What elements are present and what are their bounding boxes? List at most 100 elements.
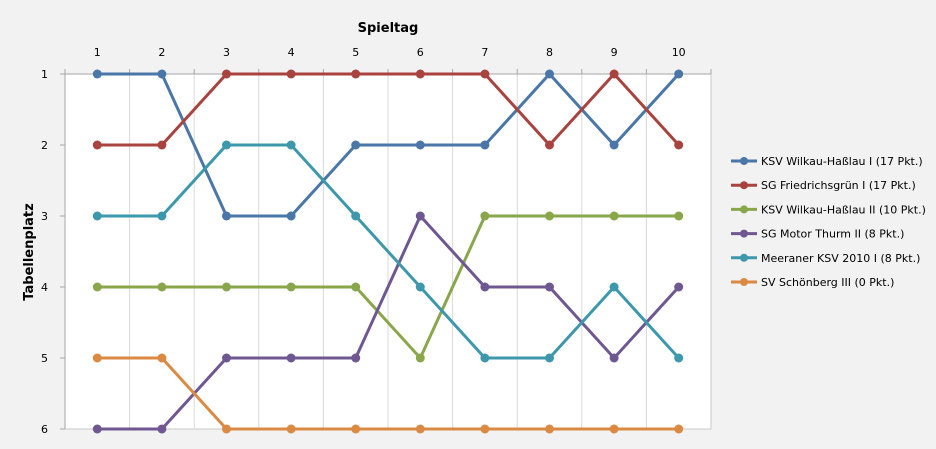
legend-item: SV Schönberg III (0 Pkt.) [731, 276, 894, 289]
series-group [92, 140, 684, 363]
data-point [286, 140, 296, 150]
data-point [92, 353, 102, 363]
data-point [480, 424, 490, 434]
data-point [415, 211, 425, 221]
legend-item: SG Friedrichsgrün I (17 Pkt.) [731, 179, 916, 192]
data-point [545, 282, 554, 292]
data-point [222, 353, 231, 363]
data-point [222, 140, 231, 150]
legend: KSV Wilkau-Haßlau I (17 Pkt.) SG Friedric… [731, 155, 926, 289]
data-point [415, 69, 425, 79]
data-point [222, 424, 231, 434]
legend-label: SG Motor Thurm II (8 Pkt.) [761, 228, 904, 241]
x-tick-label: 1 [94, 46, 101, 59]
data-point [545, 353, 554, 363]
data-point [157, 211, 167, 221]
x-tick-labels: 1 2 3 4 5 6 7 8 9 10 [94, 46, 686, 59]
y-tick-label: 2 [41, 139, 48, 152]
data-point [286, 424, 296, 434]
legend-marker [740, 229, 748, 238]
series-group [92, 211, 684, 363]
data-point [674, 424, 684, 434]
legend-label: KSV Wilkau-Haßlau II (10 Pkt.) [761, 203, 926, 216]
data-point [157, 282, 167, 292]
y-tick-label: 1 [41, 68, 48, 81]
legend-marker [740, 205, 748, 214]
data-point [545, 211, 554, 221]
data-point [351, 282, 361, 292]
data-point [351, 211, 361, 221]
data-point [545, 69, 554, 79]
data-point [415, 140, 425, 150]
legend-label: KSV Wilkau-Haßlau I (17 Pkt.) [761, 155, 923, 168]
data-point [222, 69, 231, 79]
series-line [97, 72, 680, 147]
y-tick-label: 5 [41, 352, 48, 365]
legend-marker [740, 181, 748, 190]
data-point [157, 353, 167, 363]
y-tick-labels: 1 2 3 4 5 6 [41, 68, 48, 436]
data-point [545, 140, 554, 150]
legend-item: SG Motor Thurm II (8 Pkt.) [731, 228, 904, 241]
data-point [674, 69, 684, 79]
data-point [609, 211, 619, 221]
series-group [92, 69, 684, 150]
legend-item: KSV Wilkau-Haßlau I (17 Pkt.) [731, 155, 923, 168]
data-point [480, 211, 490, 221]
data-point [157, 140, 167, 150]
data-point [222, 211, 231, 221]
data-point [609, 424, 619, 434]
y-tick-label: 4 [41, 281, 48, 294]
data-point [286, 353, 296, 363]
x-tick-label: 5 [352, 46, 359, 59]
data-point [480, 353, 490, 363]
series-group [92, 353, 684, 434]
data-point [674, 211, 684, 221]
data-point [609, 69, 619, 79]
data-point [480, 69, 490, 79]
data-point [674, 282, 684, 292]
data-point [157, 69, 167, 79]
y-tick-label: 6 [41, 423, 48, 436]
x-axis-title: Spieltag [358, 21, 419, 36]
x-tick-label: 4 [288, 46, 295, 59]
series-line [97, 214, 679, 360]
legend-marker [740, 278, 748, 286]
y-axis-title: Tabellenplatz [22, 203, 37, 300]
x-tick-label: 10 [672, 46, 686, 59]
x-tick-label: 3 [223, 46, 230, 59]
legend-marker [740, 157, 748, 165]
series-line [97, 143, 680, 360]
data-point [480, 282, 490, 292]
data-point [157, 424, 167, 434]
data-point [92, 282, 102, 292]
data-point [609, 353, 619, 363]
data-point [609, 282, 619, 292]
legend-item: Meeraner KSV 2010 I (8 Pkt.) [731, 252, 920, 265]
data-point [674, 140, 684, 150]
data-point [286, 211, 296, 221]
data-point [415, 424, 425, 434]
data-point [351, 69, 361, 79]
data-point [674, 353, 684, 363]
legend-marker [740, 253, 748, 262]
data-point [286, 282, 296, 292]
x-tick-label: 6 [417, 46, 424, 59]
x-tick-label: 8 [546, 46, 553, 59]
legend-label: Meeraner KSV 2010 I (8 Pkt.) [761, 252, 920, 265]
data-point [92, 424, 102, 434]
data-point [351, 140, 361, 150]
x-tick-label: 7 [481, 46, 488, 59]
data-point [545, 424, 554, 434]
data-point [286, 69, 296, 79]
data-point [415, 282, 425, 292]
series-line [97, 356, 679, 431]
data-point [351, 353, 361, 363]
x-tick-label: 2 [158, 46, 165, 59]
legend-label: SG Friedrichsgrün I (17 Pkt.) [761, 179, 916, 192]
data-point [92, 140, 102, 150]
data-point [222, 282, 231, 292]
legend-label: SV Schönberg III (0 Pkt.) [761, 276, 894, 289]
